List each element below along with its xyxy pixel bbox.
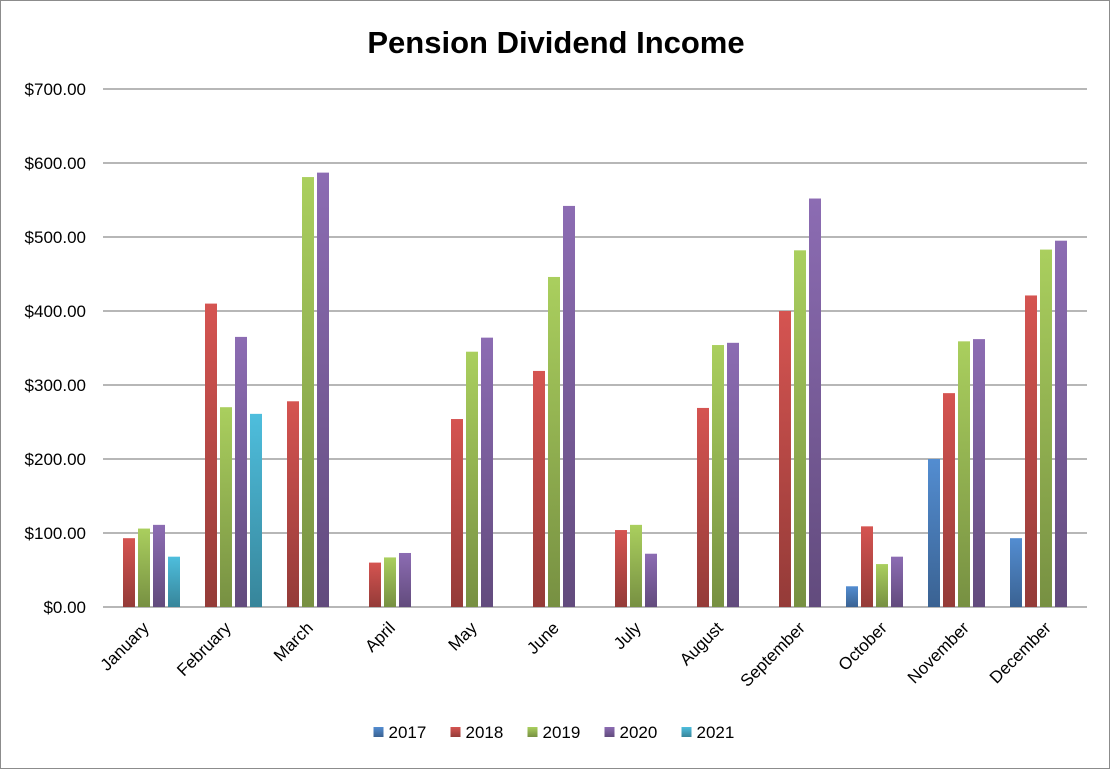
bar-2017-october bbox=[846, 586, 858, 607]
bar-2017-november bbox=[928, 459, 940, 607]
gridlines bbox=[103, 88, 1087, 608]
bar-2019-june bbox=[548, 276, 560, 607]
bar-2020-february bbox=[235, 336, 247, 607]
bar-2020-october bbox=[891, 556, 903, 607]
legend-label: 2020 bbox=[620, 723, 658, 742]
bar-2020-june bbox=[563, 205, 575, 608]
y-tick-label: $300.00 bbox=[25, 376, 86, 395]
y-tick-label: $400.00 bbox=[25, 302, 86, 321]
x-tick-label: January bbox=[97, 618, 154, 675]
bar-2020-august bbox=[727, 342, 739, 607]
bar-2018-february bbox=[205, 303, 217, 607]
bar-2019-december bbox=[1040, 249, 1052, 607]
legend-label: 2018 bbox=[466, 723, 504, 742]
legend-swatch bbox=[450, 727, 461, 737]
chart-title: Pension Dividend Income bbox=[367, 25, 744, 60]
legend-swatch bbox=[527, 727, 538, 737]
legend-swatch bbox=[604, 727, 615, 737]
y-tick-label: $200.00 bbox=[25, 450, 86, 469]
bar-2020-may bbox=[481, 337, 493, 607]
bar-2018-october bbox=[861, 526, 873, 607]
bar-2020-january bbox=[153, 524, 165, 607]
bar-2018-november bbox=[943, 393, 955, 607]
x-tick-label: May bbox=[445, 618, 481, 654]
bar-2018-january bbox=[123, 538, 135, 607]
bar-2020-december bbox=[1055, 240, 1067, 607]
y-tick-label: $0.00 bbox=[43, 598, 86, 617]
legend-swatch bbox=[373, 727, 384, 737]
bar-2019-april bbox=[384, 557, 396, 607]
bar-2019-august bbox=[712, 345, 724, 607]
bar-2019-january bbox=[138, 528, 150, 607]
bar-2018-september bbox=[779, 311, 791, 607]
bar-2019-october bbox=[876, 564, 888, 607]
y-tick-label: $500.00 bbox=[25, 228, 86, 247]
x-axis-labels: January February March April May June July Augu… bbox=[97, 618, 1055, 691]
x-tick-label: September bbox=[737, 618, 809, 690]
x-tick-label: August bbox=[676, 618, 727, 669]
bar-2020-november bbox=[973, 339, 985, 607]
bar-2018-july bbox=[615, 530, 627, 607]
bar-2018-june bbox=[533, 370, 545, 607]
y-axis-ticks: $0.00 $100.00 $200.00 $300.00 $400.00 $500.00… bbox=[25, 80, 86, 617]
y-tick-label: $600.00 bbox=[25, 154, 86, 173]
bar-2019-february bbox=[220, 407, 232, 607]
x-tick-label: October bbox=[835, 618, 891, 674]
bar-2020-september bbox=[809, 198, 821, 607]
legend-label: 2017 bbox=[389, 723, 427, 742]
legend-label: 2019 bbox=[543, 723, 581, 742]
bar-2021-february bbox=[250, 413, 262, 607]
x-tick-label: March bbox=[270, 618, 317, 665]
y-tick-label: $100.00 bbox=[25, 524, 86, 543]
bar-2018-december bbox=[1025, 295, 1037, 607]
legend-swatch bbox=[681, 727, 692, 737]
x-tick-label: December bbox=[986, 618, 1055, 687]
legend: 2017 2018 2019 2020 2021 bbox=[373, 723, 735, 742]
bar-2018-march bbox=[287, 401, 299, 607]
bars bbox=[123, 172, 1067, 608]
bar-2020-march bbox=[317, 172, 329, 607]
bar-2019-september bbox=[794, 250, 806, 607]
bar-2019-may bbox=[466, 351, 478, 607]
x-tick-label: November bbox=[904, 618, 973, 687]
bar-2019-july bbox=[630, 524, 642, 607]
bar-2021-january bbox=[168, 556, 180, 607]
legend-label: 2021 bbox=[697, 723, 735, 742]
x-tick-label: February bbox=[173, 618, 235, 680]
bar-2018-august bbox=[697, 407, 709, 607]
x-tick-label: April bbox=[361, 618, 398, 655]
bar-2019-november bbox=[958, 341, 970, 607]
bar-2018-may bbox=[451, 419, 463, 607]
bar-2020-july bbox=[645, 553, 657, 607]
bar-2017-december bbox=[1010, 538, 1022, 607]
bar-2018-april bbox=[369, 562, 381, 607]
x-tick-label: June bbox=[523, 618, 563, 658]
x-tick-label: July bbox=[610, 618, 645, 653]
bar-2020-april bbox=[399, 552, 411, 607]
bar-2019-march bbox=[302, 177, 314, 607]
y-tick-label: $700.00 bbox=[25, 80, 86, 99]
